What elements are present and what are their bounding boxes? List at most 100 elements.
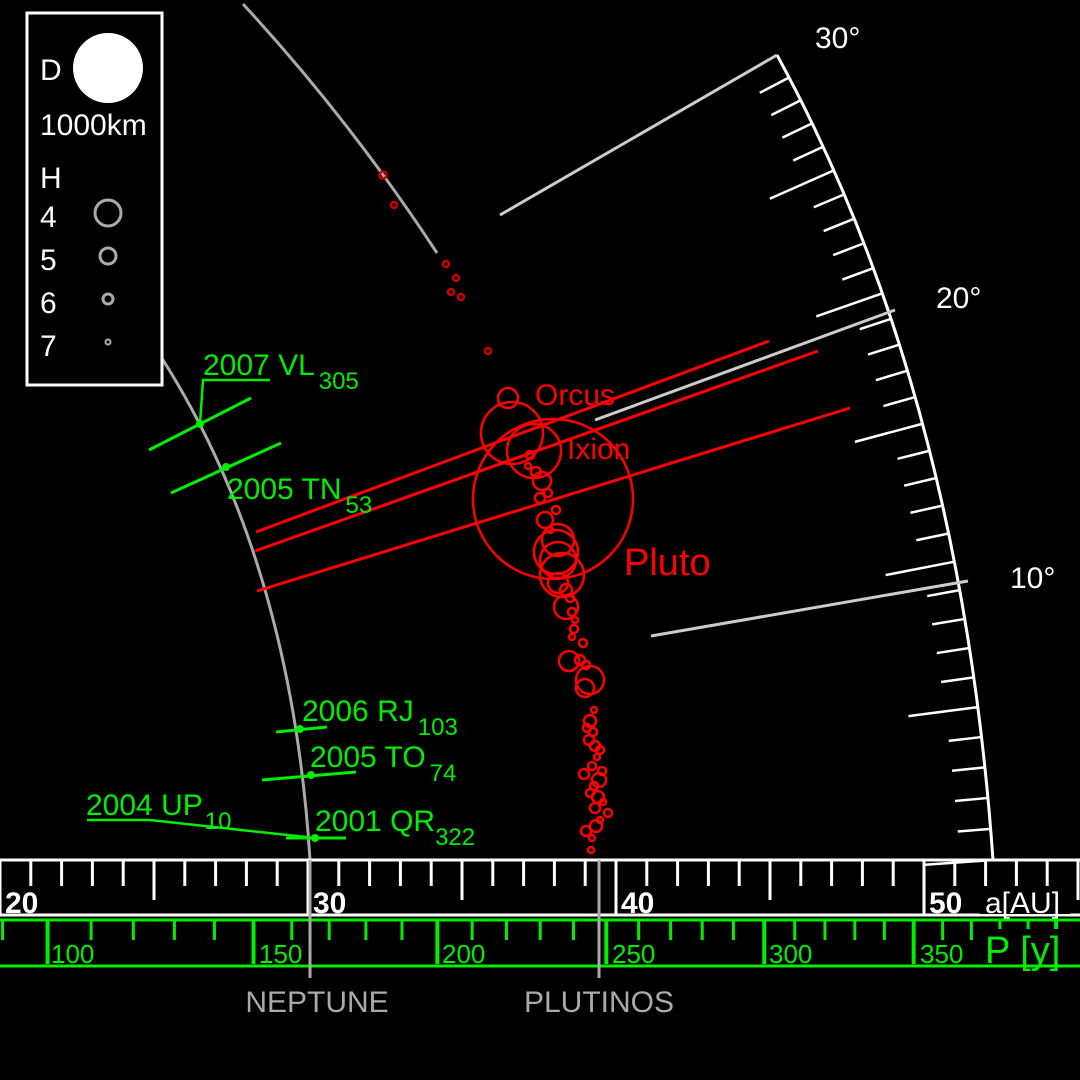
au-label-bg <box>980 886 1070 914</box>
inclination-tick-mark <box>769 169 835 200</box>
legend-h-7: 7 <box>40 330 57 363</box>
inclination-tick-mark <box>951 766 986 773</box>
plutino-circle <box>602 807 614 819</box>
legend-h-4-circle <box>93 198 123 228</box>
legend-h-label: H <box>40 162 62 195</box>
inclination-tick-mark <box>957 827 991 833</box>
legend-d-label: D <box>40 54 62 87</box>
inclination-label-10: 10° <box>1010 562 1055 595</box>
trojan-label-2005to74: 2005 TO 74 <box>310 741 456 787</box>
inclination-tick-mark <box>875 369 908 382</box>
orcus-inclination-line <box>255 339 770 534</box>
neptune-arc-lower <box>141 329 312 861</box>
inclination-tick-mark <box>815 292 883 318</box>
inclination-ray-20 <box>594 308 896 422</box>
plutino-dot <box>451 273 461 283</box>
trojan-label-2005tn53: 2005 TN 53 <box>227 473 372 519</box>
inclination-ray-10 <box>650 579 969 638</box>
plutino-circle <box>531 470 553 492</box>
inclination-tick-mark <box>867 343 900 356</box>
inclination-tick-mark <box>897 449 930 461</box>
plutino-dot <box>389 200 399 210</box>
inclination-label-20: 20° <box>936 282 981 315</box>
inclination-tick-mark <box>948 735 982 743</box>
plutino-circle <box>592 752 602 762</box>
pluto-d-circle <box>471 417 635 581</box>
period-tick-300: 300 <box>769 939 812 969</box>
ixion-d-circle <box>505 422 563 480</box>
inclination-tick-mark <box>931 617 965 626</box>
plutino-circle <box>579 824 593 838</box>
trojan-label-2001qr322: 2001 QR322 <box>315 805 475 851</box>
plutino-circle <box>574 677 596 699</box>
trojan-label-2004up10: 2004 UP10 <box>86 789 231 835</box>
orcus-label: Orcus <box>535 379 615 412</box>
inclination-tick-mark <box>916 532 949 542</box>
plutino-circle <box>552 593 580 621</box>
plutino-circle <box>542 487 554 499</box>
plutino-circle <box>550 504 562 516</box>
legend-d-value: 1000km <box>40 109 147 142</box>
plutino-circle <box>589 705 599 715</box>
plutino-dot <box>378 170 388 180</box>
ixion-label: Ixion <box>567 433 630 466</box>
trojan-leader-2007vl305 <box>198 378 270 425</box>
legend-h-5: 5 <box>40 244 57 277</box>
inclination-tick-mark <box>903 476 937 487</box>
period-tick-200: 200 <box>442 939 485 969</box>
period-tick-100: 100 <box>51 939 94 969</box>
plutino-column <box>523 449 614 855</box>
plutino-circle <box>570 615 580 625</box>
plutino-circle <box>557 649 581 673</box>
legend: D 1000km H 4 5 6 7 <box>25 11 164 387</box>
plutino-circle <box>598 797 608 807</box>
pluto-label: Pluto <box>624 542 711 584</box>
plutino-circle <box>535 510 555 530</box>
legend-h-6-circle <box>101 292 115 306</box>
plutino-circle <box>588 801 602 815</box>
inclination-ray-30 <box>499 53 778 217</box>
plutino-circle <box>566 606 578 618</box>
inclination-tick-mark <box>954 796 989 803</box>
plutino-faint-dots <box>378 170 493 356</box>
au-tick-20: 20 <box>5 887 38 920</box>
plutino-dot <box>483 346 493 356</box>
au-tick-30: 30 <box>313 887 346 920</box>
inclination-tick-mark <box>813 193 845 209</box>
plutino-circle <box>567 632 577 642</box>
legend-d-circle <box>73 33 143 103</box>
inclination-tick-mark <box>841 266 874 281</box>
orcus-circle <box>496 386 520 410</box>
inclination-tick-mark <box>781 122 813 139</box>
plutino-dot <box>456 292 466 302</box>
period-tick-250: 250 <box>612 939 655 969</box>
plutino-circle <box>587 833 597 843</box>
plutino-circle <box>577 767 591 781</box>
inclination-tick-mark <box>792 145 824 162</box>
plutino-circle <box>586 845 596 855</box>
orcus-d-circle <box>479 400 545 466</box>
period-label-bg <box>980 929 1072 963</box>
legend-h-6: 6 <box>40 287 57 320</box>
inclination-label-30: 30° <box>815 22 860 55</box>
inclination-tick-mark <box>832 242 865 257</box>
inclination-tick-mark <box>759 76 790 94</box>
plutinos-label: PLUTINOS <box>524 986 674 1019</box>
period-tick-150: 150 <box>259 939 302 969</box>
trojan-dot-2005tn53 <box>222 463 230 471</box>
legend-h-7-circle <box>104 338 112 346</box>
period-axis: 100 150 200 250 300 350 P [y] <box>0 918 1080 972</box>
inclination-tick-mark <box>883 395 916 408</box>
ixion-inclination-line <box>254 349 819 553</box>
trojan-dot-2006rj103 <box>296 725 304 733</box>
inclination-tick-mark <box>940 676 974 684</box>
trojan-label-2007vl305: 2007 VL 305 <box>203 349 359 395</box>
legend-h-5-circle <box>98 246 118 266</box>
trojans: 2007 VL 305 2005 TN 53 2006 RJ 103 2005 TO 7… <box>86 349 475 851</box>
trojan-label-2006rj103: 2006 RJ 103 <box>302 695 458 741</box>
trojan-dot-2005to74 <box>307 771 315 779</box>
pluto-inclination-line <box>256 406 851 593</box>
neptune-label: NEPTUNE <box>245 986 388 1019</box>
